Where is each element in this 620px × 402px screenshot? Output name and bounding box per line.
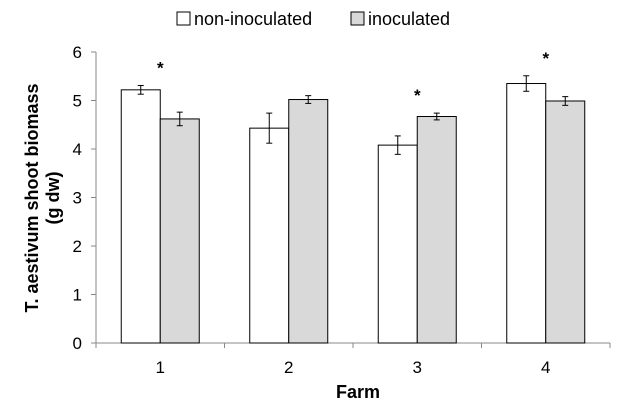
x-tick-label-2: 2: [284, 358, 293, 377]
bar-inoculated-farm-1: [159, 118, 200, 344]
bar-non-inoculated-farm-2: [249, 127, 290, 344]
significance-marker-farm-3: *: [414, 86, 421, 105]
x-tick-label-4: 4: [541, 358, 550, 377]
legend-label-inoculated: inoculated: [368, 9, 450, 29]
x-tick-label-3: 3: [413, 358, 422, 377]
significance-marker-farm-1: *: [157, 58, 164, 77]
legend-label-non-inoculated: non-inoculated: [194, 9, 312, 29]
significance-marker-farm-4: *: [542, 49, 549, 68]
legend: non-inoculated inoculated: [176, 9, 450, 29]
y-tick-label-4: 4: [73, 140, 82, 159]
y-tick-label-0: 0: [73, 334, 82, 353]
bar-inoculated-farm-2: [288, 99, 329, 344]
legend-swatch-inoculated: [350, 11, 365, 26]
bar-non-inoculated-farm-3: [377, 144, 418, 344]
bar-inoculated-farm-4: [545, 100, 586, 344]
legend-swatch-non-inoculated: [176, 11, 191, 26]
y-tick-label-6: 6: [73, 43, 82, 62]
bar-inoculated-farm-3: [416, 116, 457, 344]
y-axis-title-line2: (g dw): [43, 172, 63, 225]
y-axis-title: T. aestivum shoot biomass (g dw): [22, 83, 63, 312]
bar-non-inoculated-farm-1: [120, 89, 161, 344]
y-tick-label-3: 3: [73, 189, 82, 208]
y-axis-title-line1: T. aestivum shoot biomass: [22, 83, 42, 312]
y-tick-label-5: 5: [73, 92, 82, 111]
y-tick-label-2: 2: [73, 237, 82, 256]
x-tick-label-1: 1: [156, 358, 165, 377]
x-axis-title: Farm: [336, 382, 380, 402]
bar-non-inoculated-farm-4: [506, 83, 547, 344]
plot-area: 0 1 2 3 4 5 6 1 * 2 3 * 4 *: [73, 43, 611, 377]
y-tick-label-1: 1: [73, 286, 82, 305]
